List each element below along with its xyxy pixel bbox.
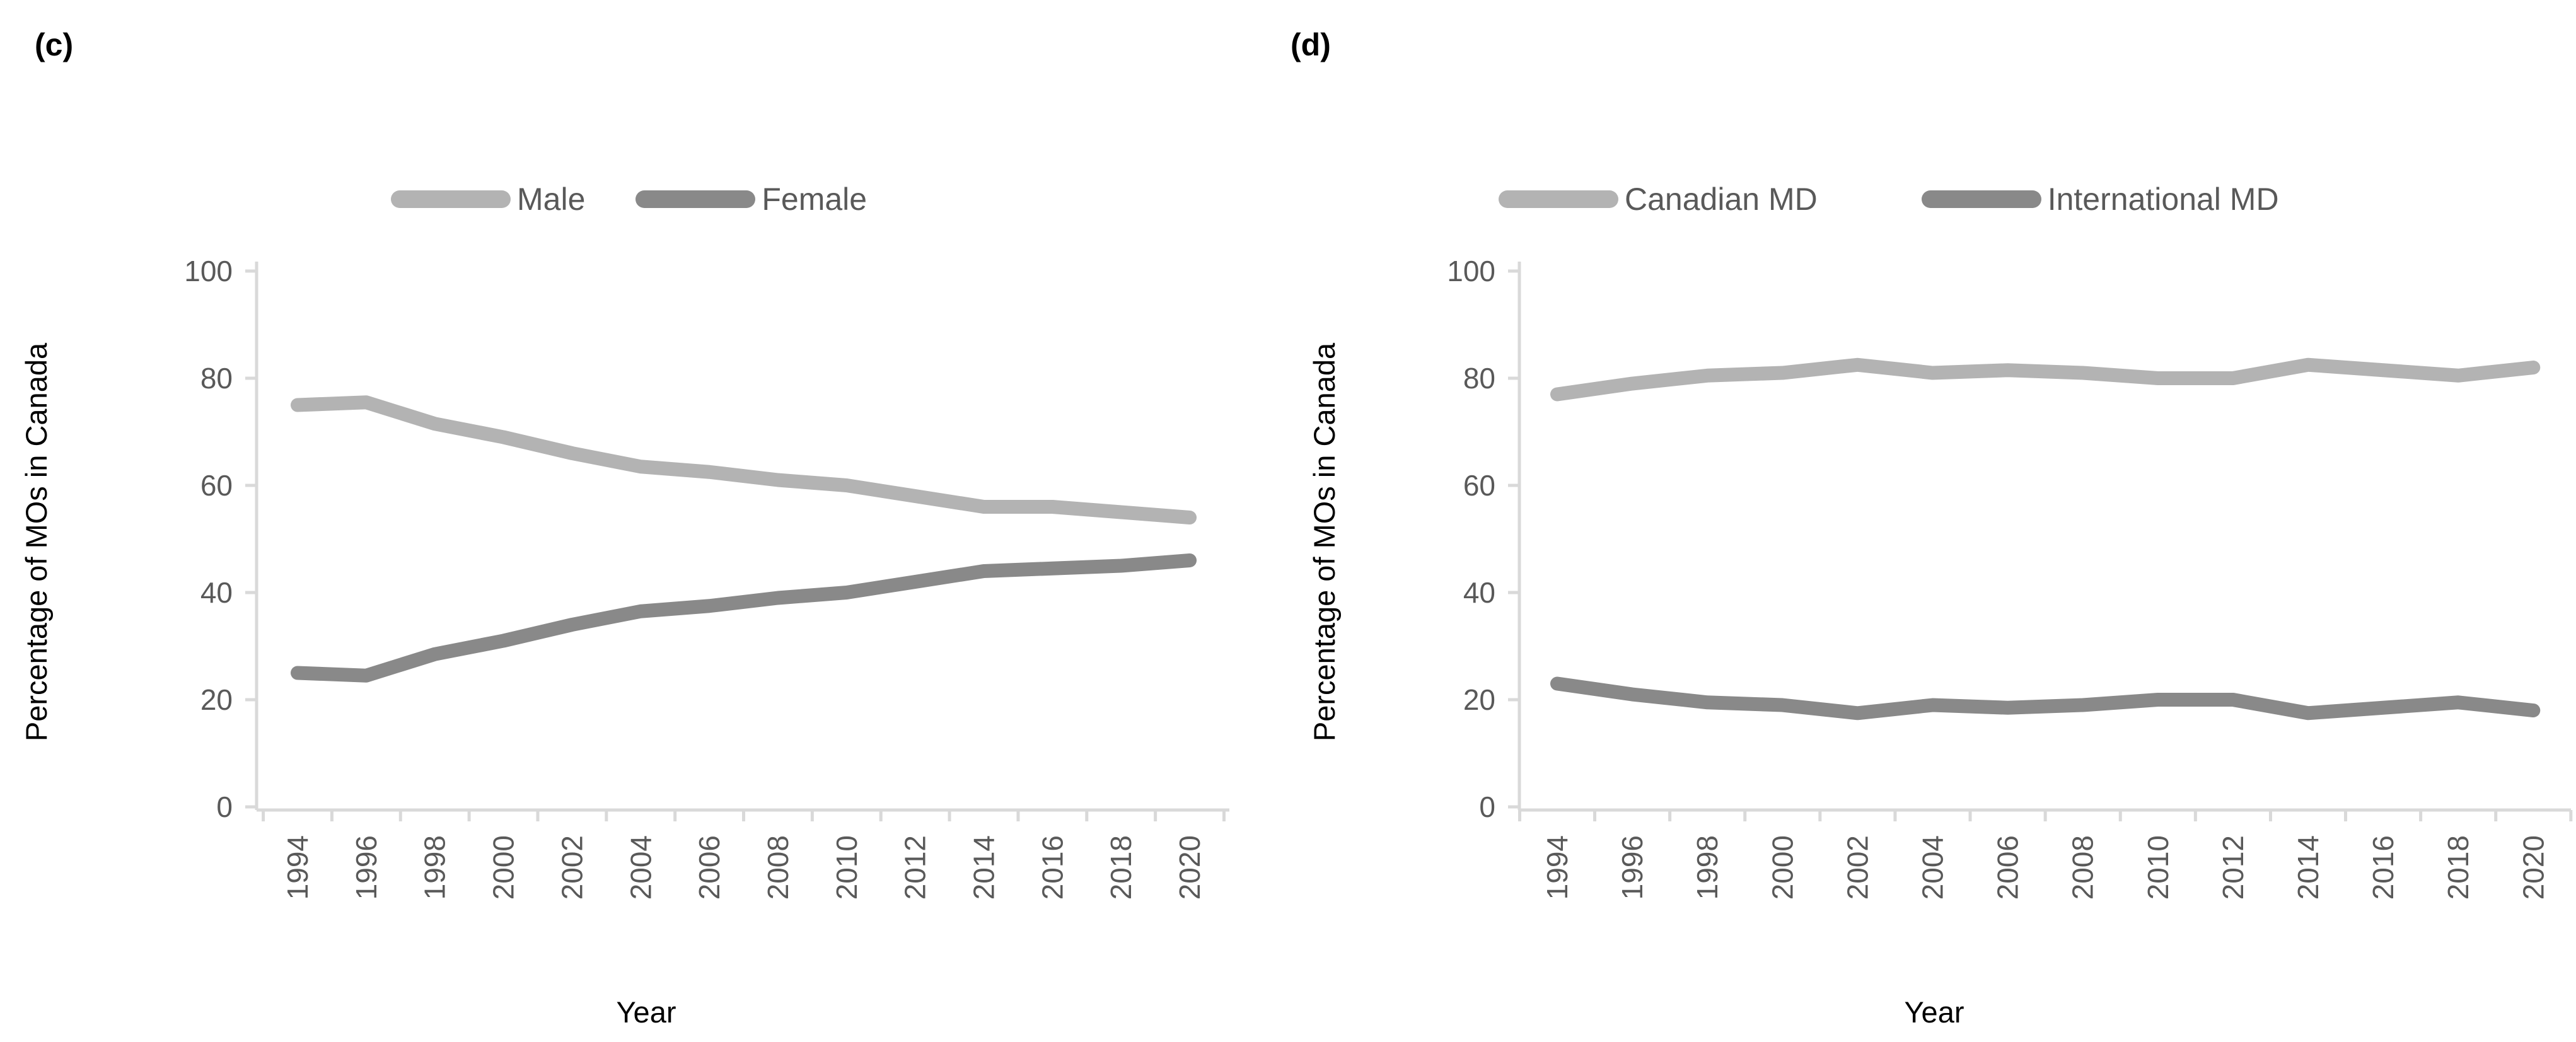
svg-text:2006: 2006 bbox=[1992, 835, 2024, 900]
svg-text:0: 0 bbox=[216, 790, 233, 823]
legend-label-international-md: International MD bbox=[2047, 182, 2279, 217]
svg-text:2006: 2006 bbox=[693, 835, 726, 900]
svg-text:2008: 2008 bbox=[2067, 835, 2099, 900]
legend-c: Male Female bbox=[391, 182, 867, 217]
legend-swatch-international-md-icon bbox=[1921, 190, 2041, 208]
svg-text:2002: 2002 bbox=[1841, 835, 1874, 900]
chart-panel-d: (d) Canadian MD International MD Percent… bbox=[1288, 0, 2576, 1042]
svg-text:2004: 2004 bbox=[1917, 835, 1949, 900]
svg-text:100: 100 bbox=[1447, 255, 1495, 287]
svg-text:1994: 1994 bbox=[281, 835, 314, 900]
panel-label-c: (c) bbox=[35, 27, 74, 62]
svg-text:60: 60 bbox=[200, 469, 233, 502]
legend-item-canadian-md: Canadian MD bbox=[1499, 181, 1818, 217]
svg-text:80: 80 bbox=[200, 362, 233, 395]
svg-text:1994: 1994 bbox=[1541, 835, 1574, 900]
svg-text:2012: 2012 bbox=[2217, 835, 2249, 900]
panel-label-d: (d) bbox=[1291, 27, 1331, 62]
legend-swatch-canadian-md-icon bbox=[1499, 190, 1618, 208]
svg-text:1996: 1996 bbox=[1616, 835, 1649, 900]
svg-text:2012: 2012 bbox=[899, 835, 932, 900]
svg-text:80: 80 bbox=[1463, 362, 1495, 395]
svg-text:2018: 2018 bbox=[1105, 835, 1137, 900]
x-axis-title-c: Year bbox=[616, 995, 676, 1029]
svg-text:2016: 2016 bbox=[2367, 835, 2399, 900]
x-axis-title-d: Year bbox=[1904, 995, 1964, 1029]
svg-text:40: 40 bbox=[200, 576, 233, 609]
legend-item-male: Male bbox=[391, 181, 585, 217]
svg-text:2014: 2014 bbox=[2292, 835, 2324, 900]
legend-label-female: Female bbox=[762, 182, 867, 217]
svg-text:20: 20 bbox=[1463, 683, 1495, 716]
svg-text:2004: 2004 bbox=[624, 835, 657, 900]
svg-text:2018: 2018 bbox=[2442, 835, 2474, 900]
svg-text:0: 0 bbox=[1479, 790, 1495, 823]
svg-text:2002: 2002 bbox=[555, 835, 588, 900]
svg-text:60: 60 bbox=[1463, 469, 1495, 502]
legend-label-male: Male bbox=[517, 182, 586, 217]
svg-text:100: 100 bbox=[184, 255, 233, 287]
svg-text:1998: 1998 bbox=[419, 835, 451, 900]
svg-text:2010: 2010 bbox=[830, 835, 863, 900]
svg-text:2020: 2020 bbox=[1173, 835, 1206, 900]
svg-text:20: 20 bbox=[200, 683, 233, 716]
svg-text:2000: 2000 bbox=[1766, 835, 1799, 900]
legend-label-canadian-md: Canadian MD bbox=[1625, 182, 1818, 217]
svg-text:2008: 2008 bbox=[762, 835, 794, 900]
legend-item-international-md: International MD bbox=[1921, 181, 2279, 217]
svg-text:1996: 1996 bbox=[350, 835, 383, 900]
legend-swatch-male-icon bbox=[391, 190, 511, 208]
svg-text:2014: 2014 bbox=[968, 835, 1001, 900]
line-chart-d: 0 20 40 60 80 100 1994 1996 1998 2000 2002 2004 2006… bbox=[1447, 255, 2573, 900]
line-chart-c: 0 20 40 60 80 100 1994 1996 1998 2000 2002 2004 2006… bbox=[184, 255, 1229, 900]
svg-text:2020: 2020 bbox=[2517, 835, 2550, 900]
svg-text:1998: 1998 bbox=[1691, 835, 1724, 900]
svg-text:2016: 2016 bbox=[1036, 835, 1069, 900]
svg-text:2000: 2000 bbox=[487, 835, 520, 900]
legend-d: Canadian MD International MD bbox=[1499, 182, 2279, 217]
svg-text:40: 40 bbox=[1463, 576, 1495, 609]
svg-text:2010: 2010 bbox=[2142, 835, 2174, 900]
legend-item-female: Female bbox=[635, 181, 867, 217]
chart-panel-c: (c) Male Female Percentage of MOs in Can… bbox=[20, 27, 1229, 1029]
legend-swatch-female-icon bbox=[635, 190, 756, 208]
